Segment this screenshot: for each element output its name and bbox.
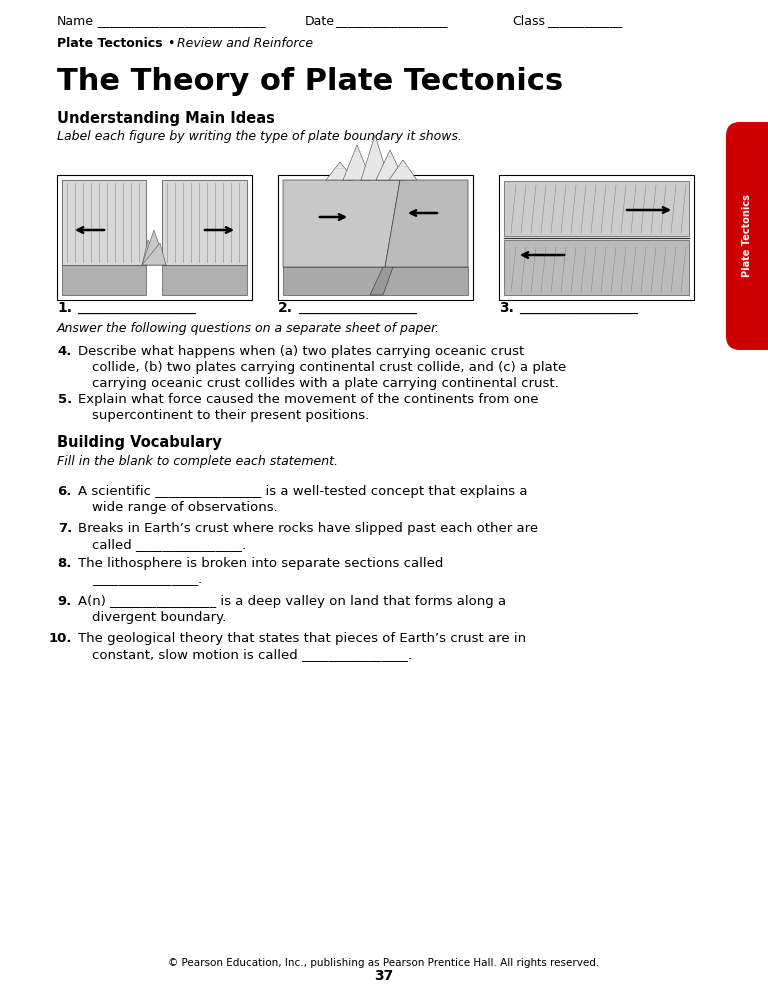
Text: wide range of observations.: wide range of observations. [92,501,278,514]
Polygon shape [162,265,247,295]
Polygon shape [142,243,166,265]
Text: called ________________.: called ________________. [92,538,246,551]
Polygon shape [370,267,393,295]
Text: _________________: _________________ [77,301,196,315]
Text: 8.: 8. [58,557,72,570]
Text: Understanding Main Ideas: Understanding Main Ideas [57,111,275,126]
Text: 9.: 9. [58,595,72,608]
Polygon shape [389,160,417,180]
Text: Class: Class [512,15,545,28]
Polygon shape [343,145,371,180]
Text: Review and Reinforce: Review and Reinforce [177,37,313,50]
Text: supercontinent to their present positions.: supercontinent to their present position… [92,409,369,422]
Text: 2.: 2. [278,301,293,315]
Text: •: • [167,37,174,50]
Polygon shape [361,135,389,180]
Polygon shape [385,180,468,267]
Text: Building Vocabulary: Building Vocabulary [57,435,222,450]
Text: carrying oceanic crust collides with a plate carrying continental crust.: carrying oceanic crust collides with a p… [92,377,559,390]
Text: Name: Name [57,15,94,28]
Text: ________________.: ________________. [92,573,202,586]
Polygon shape [376,150,404,180]
Text: Plate Tectonics: Plate Tectonics [57,37,163,50]
Text: ___________________________: ___________________________ [97,15,266,28]
Text: Plate Tectonics: Plate Tectonics [742,194,752,278]
Text: 1.: 1. [57,301,72,315]
Text: divergent boundary.: divergent boundary. [92,611,227,624]
Text: Fill in the blank to complete each statement.: Fill in the blank to complete each state… [57,455,338,468]
Text: collide, (b) two plates carrying continental crust collide, and (c) a plate: collide, (b) two plates carrying contine… [92,361,566,374]
Text: ____________: ____________ [547,15,622,28]
Polygon shape [62,265,146,295]
Polygon shape [283,180,400,267]
Text: 4.: 4. [58,345,72,358]
Text: constant, slow motion is called ________________.: constant, slow motion is called ________… [92,648,412,661]
Bar [57,175,252,300]
Text: Describe what happens when (a) two plates carrying oceanic crust: Describe what happens when (a) two plate… [78,345,525,358]
Bar [504,181,689,236]
FancyBboxPatch shape [726,122,768,350]
Text: Label each figure by writing the type of plate boundary it shows.: Label each figure by writing the type of… [57,130,462,143]
Text: 7.: 7. [58,522,72,535]
Text: _________________: _________________ [519,301,638,315]
Text: A(n) ________________ is a deep valley on land that forms along a: A(n) ________________ is a deep valley o… [78,595,506,608]
Bar [747,122,768,350]
Text: The Theory of Plate Tectonics: The Theory of Plate Tectonics [57,67,563,96]
Text: __________________: __________________ [335,15,448,28]
Text: Breaks in Earth’s crust where rocks have slipped past each other are: Breaks in Earth’s crust where rocks have… [78,522,538,535]
Polygon shape [162,180,247,265]
Text: 10.: 10. [48,632,72,645]
Polygon shape [142,240,166,265]
Bar [278,175,473,300]
Text: 3.: 3. [499,301,514,315]
Polygon shape [62,180,146,265]
Text: 5.: 5. [58,393,72,406]
Text: 37: 37 [374,969,394,983]
Text: The geological theory that states that pieces of Earth’s crust are in: The geological theory that states that p… [78,632,526,645]
Polygon shape [142,230,166,265]
Text: Answer the following questions on a separate sheet of paper.: Answer the following questions on a sepa… [57,322,440,335]
Polygon shape [326,162,354,180]
Bar [504,240,689,295]
Text: _________________: _________________ [298,301,417,315]
Text: A scientific ________________ is a well-tested concept that explains a: A scientific ________________ is a well-… [78,485,528,498]
Bar [283,267,468,295]
Text: The lithosphere is broken into separate sections called: The lithosphere is broken into separate … [78,557,443,570]
Bar [499,175,694,300]
Text: © Pearson Education, Inc., publishing as Pearson Prentice Hall. All rights reser: © Pearson Education, Inc., publishing as… [168,958,600,968]
Text: 6.: 6. [58,485,72,498]
Text: Explain what force caused the movement of the continents from one: Explain what force caused the movement o… [78,393,538,406]
Text: Date: Date [305,15,335,28]
